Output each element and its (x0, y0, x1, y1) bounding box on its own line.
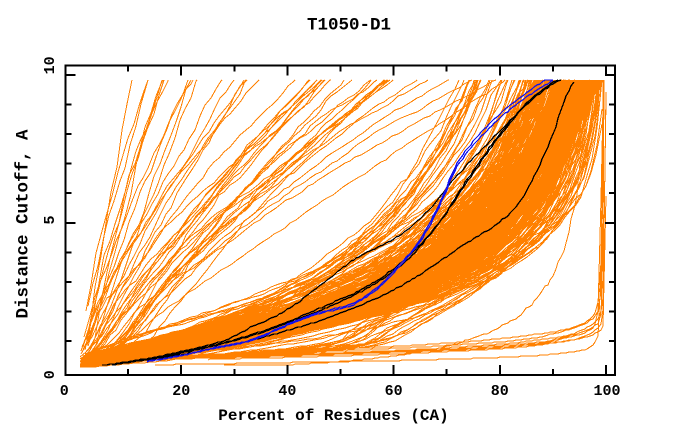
svg-text:Percent of Residues (CA): Percent of Residues (CA) (218, 407, 448, 425)
svg-text:Distance Cutoff, A: Distance Cutoff, A (14, 129, 34, 319)
svg-text:10: 10 (42, 56, 59, 74)
svg-text:80: 80 (491, 383, 509, 400)
svg-text:60: 60 (385, 383, 403, 400)
svg-text:40: 40 (278, 383, 296, 400)
svg-text:T1050-D1: T1050-D1 (307, 16, 391, 36)
svg-text:0: 0 (60, 383, 69, 400)
svg-text:100: 100 (593, 383, 620, 400)
svg-text:20: 20 (172, 383, 190, 400)
svg-text:5: 5 (42, 215, 59, 224)
svg-text:0: 0 (42, 370, 59, 379)
